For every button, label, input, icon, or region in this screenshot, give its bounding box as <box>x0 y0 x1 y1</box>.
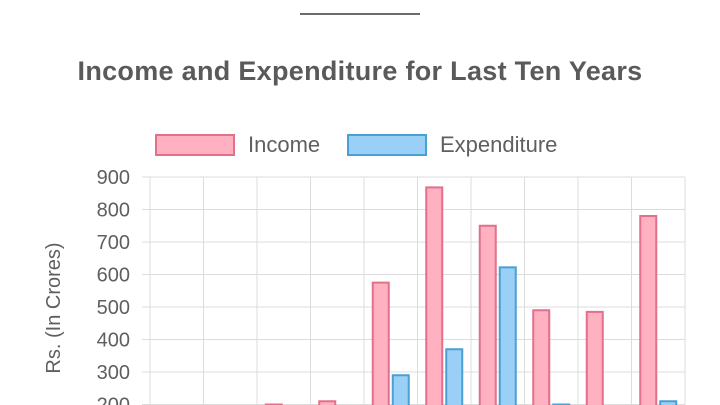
y-tick-label: 200 <box>97 395 130 405</box>
y-tick-label: 300 <box>97 362 130 384</box>
y-tick-label: 800 <box>97 200 130 222</box>
y-tick-label: 700 <box>97 232 130 254</box>
top-divider <box>300 13 420 15</box>
bar-income-6 <box>478 224 497 405</box>
bar-expenditure-6 <box>498 266 517 405</box>
y-axis-title: Rs. (In Crores) <box>43 242 65 373</box>
bar-income-9 <box>639 215 658 405</box>
y-tick-label: 500 <box>97 297 130 319</box>
bar-expenditure-9 <box>659 400 678 405</box>
legend-swatch-income <box>155 134 235 156</box>
chart-title: Income and Expenditure for Last Ten Year… <box>77 56 643 86</box>
bar-expenditure-5 <box>445 348 464 405</box>
y-tick-label: 400 <box>97 330 130 352</box>
legend-swatch-expenditure <box>347 134 427 156</box>
y-tick-label: 900 <box>97 167 130 189</box>
bar-income-3 <box>318 400 337 405</box>
bar-income-4 <box>371 281 390 405</box>
bar-expenditure-4 <box>391 374 410 405</box>
bar-income-7 <box>532 309 551 405</box>
chart-legend: Income Expenditure <box>0 132 720 160</box>
bar-income-5 <box>425 186 444 405</box>
bar-income-8 <box>585 310 604 405</box>
legend-label-expenditure: Expenditure <box>440 132 558 157</box>
y-tick-label: 600 <box>97 265 130 287</box>
legend-label-income: Income <box>248 132 321 157</box>
